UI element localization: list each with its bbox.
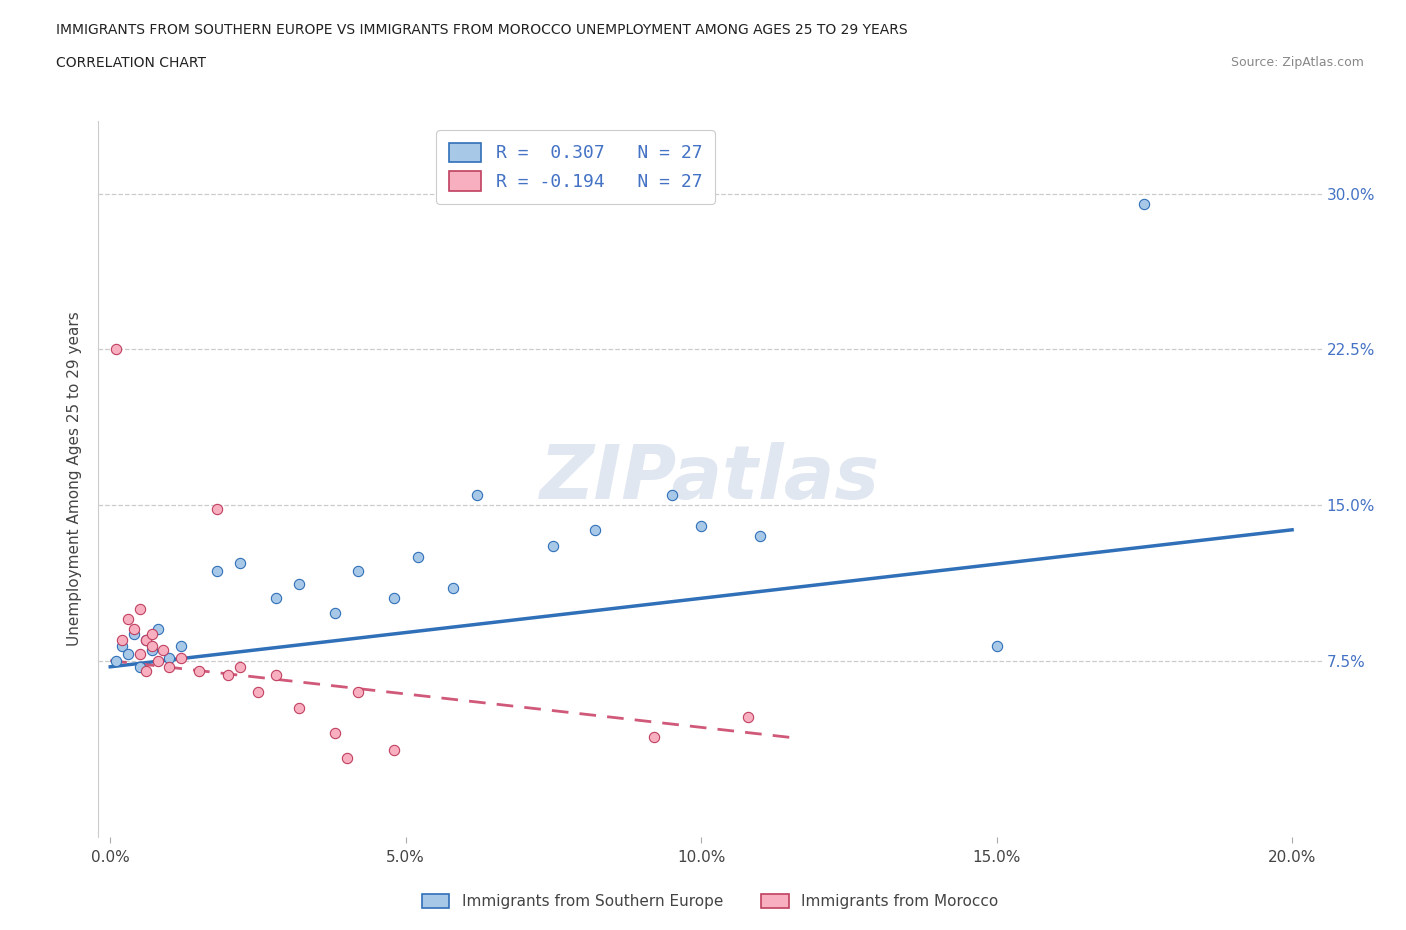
Point	[141, 639, 163, 654]
Point	[141, 626, 163, 641]
Point	[288, 701, 311, 716]
Point	[229, 555, 252, 570]
Text: IMMIGRANTS FROM SOUTHERN EUROPE VS IMMIGRANTS FROM MOROCCO UNEMPLOYMENT AMONG AG: IMMIGRANTS FROM SOUTHERN EUROPE VS IMMIG…	[56, 23, 908, 37]
Point	[643, 730, 665, 745]
Point	[382, 742, 405, 757]
Point	[986, 639, 1008, 654]
Point	[1133, 196, 1156, 211]
Point	[583, 523, 606, 538]
Point	[441, 580, 464, 595]
Point	[347, 684, 370, 699]
Point	[128, 601, 150, 616]
Legend: Immigrants from Southern Europe, Immigrants from Morocco: Immigrants from Southern Europe, Immigra…	[416, 888, 1004, 915]
Point	[157, 651, 180, 666]
Point	[170, 651, 193, 666]
Point	[406, 550, 429, 565]
Point	[105, 342, 128, 357]
Point	[465, 487, 488, 502]
Point	[737, 710, 759, 724]
Text: ZIPatlas: ZIPatlas	[540, 443, 880, 515]
Point	[543, 539, 565, 554]
Point	[205, 564, 228, 578]
Point	[336, 751, 359, 765]
Point	[170, 639, 193, 654]
Point	[229, 659, 252, 674]
Point	[152, 643, 174, 658]
Point	[111, 632, 134, 647]
Point	[122, 626, 145, 641]
Y-axis label: Unemployment Among Ages 25 to 29 years: Unemployment Among Ages 25 to 29 years	[67, 312, 83, 646]
Point	[661, 487, 683, 502]
Point	[141, 643, 163, 658]
Point	[187, 663, 209, 678]
Text: Source: ZipAtlas.com: Source: ZipAtlas.com	[1230, 56, 1364, 69]
Point	[117, 612, 139, 627]
Point	[146, 622, 169, 637]
Point	[690, 518, 713, 533]
Point	[347, 564, 370, 578]
Point	[135, 663, 157, 678]
Point	[264, 668, 287, 683]
Point	[146, 653, 169, 668]
Point	[205, 501, 228, 516]
Text: CORRELATION CHART: CORRELATION CHART	[56, 56, 207, 70]
Point	[288, 577, 311, 591]
Point	[122, 622, 145, 637]
Point	[264, 591, 287, 605]
Point	[323, 605, 346, 620]
Point	[749, 528, 772, 543]
Point	[246, 684, 269, 699]
Point	[105, 653, 128, 668]
Point	[323, 725, 346, 740]
Point	[217, 668, 239, 683]
Point	[117, 647, 139, 662]
Point	[111, 639, 134, 654]
Point	[135, 632, 157, 647]
Point	[157, 659, 180, 674]
Point	[128, 659, 150, 674]
Point	[128, 647, 150, 662]
Point	[135, 632, 157, 647]
Point	[382, 591, 405, 605]
